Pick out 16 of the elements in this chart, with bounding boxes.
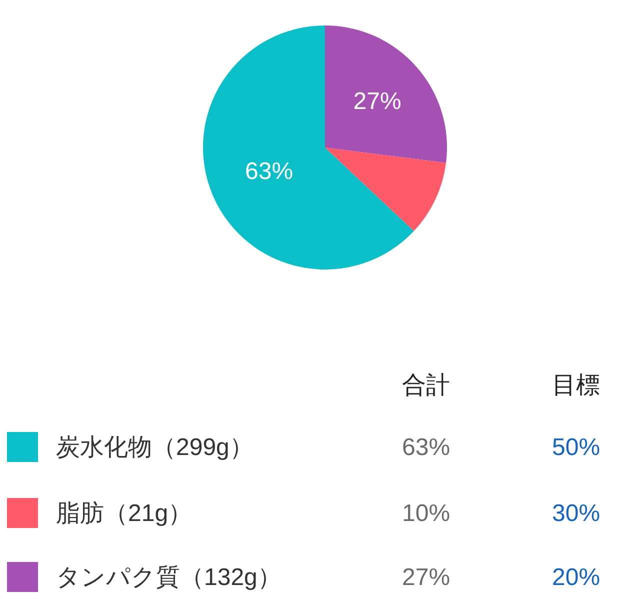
text: 50%: [552, 434, 600, 461]
pie-slice: [325, 148, 446, 232]
text: 20%: [552, 564, 600, 591]
pie-slice: [203, 26, 414, 270]
pie-slice: [325, 26, 447, 163]
text: 63%: [402, 434, 450, 461]
text: 10%: [402, 500, 450, 527]
text: 目標: [552, 372, 600, 399]
legend-label: 炭水化物（299g）: [56, 434, 254, 461]
data-label: 27%: [353, 88, 402, 115]
text: 合計: [402, 372, 450, 399]
text: 30%: [552, 500, 600, 527]
legend-label: タンパク質（132g）: [56, 564, 282, 591]
data-label: 63%: [244, 158, 294, 186]
text: 27%: [402, 564, 450, 591]
legend-label: 脂肪（21g）: [56, 500, 192, 527]
